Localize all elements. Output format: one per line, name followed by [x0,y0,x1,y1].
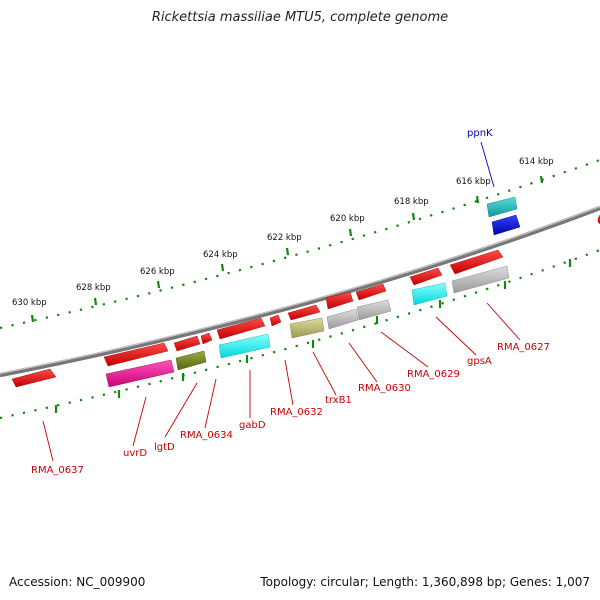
gene-box-blue [491,214,521,236]
scale-label: 622 kbp [267,233,302,243]
inner-major-ticks [54,259,572,413]
accession-text: Accession: NC_009900 [9,575,146,589]
outer-major-ticks [30,175,544,323]
gene-box-cyan [411,282,448,306]
gene-labels: ppnK RMA_0627 gpsA RMA_0629 RMA_0630 trx… [31,128,550,476]
tick-mark [156,280,161,289]
scale-label: 616 kbp [456,177,491,187]
gene-box-teal [486,196,518,218]
gene-box-gray [356,299,392,321]
leader-line [42,420,54,462]
leader-line [435,316,477,356]
scale-label: 624 kbp [203,250,238,260]
gene-box-olive [289,317,325,339]
gene-arrow [355,283,387,301]
leader-line [132,396,147,447]
gene-arrow [11,368,57,388]
gene-box-cyan [218,333,271,359]
outer-scale-track [0,158,600,330]
gene-arrow [269,314,282,327]
map-title: Rickettsia massiliae MTU5, complete geno… [151,10,449,25]
gene-label: ppnK [467,128,493,139]
gene-box-magenta [105,359,175,388]
gene-label: trxB1 [325,395,352,406]
gene-arrow [200,332,213,345]
gene-box-green [175,350,207,371]
gene-box-gray [326,308,359,330]
gene-arrow [409,267,443,286]
gene-arrow [216,317,266,340]
scale-labels: 614 kbp 616 kbp 618 kbp 620 kbp 622 kbp … [12,157,554,308]
tick-mark [348,228,353,237]
tick-mark [539,175,544,184]
tick-mark [93,297,98,306]
scale-label: 628 kbp [76,283,111,293]
tick-mark [411,212,416,221]
leader-line [204,378,217,429]
scale-label: 626 kbp [140,267,175,277]
gene-label: uvrD [123,448,147,459]
scale-label: 620 kbp [330,214,365,224]
tick-mark [30,314,35,323]
gene-label: RMA_0629 [407,369,460,380]
leader-line [348,342,378,383]
leader-line [380,331,429,368]
leader-line [480,141,495,188]
gene-label: RMA_0632 [270,407,323,418]
gene-label: RMA_0630 [358,383,411,394]
leader-line [312,351,337,396]
rna-features [105,196,521,388]
gene-label: RMA_0637 [31,465,84,476]
scale-label: 618 kbp [394,197,429,207]
gene-label: gpsA [467,356,492,367]
tick-mark [220,263,225,272]
gene-label: RMA_0627 [497,342,550,353]
gene-arrow [449,249,504,275]
cds-features [11,214,600,388]
gene-box-gray [451,265,510,294]
inner-scale-track [0,248,600,420]
leader-line [486,302,521,341]
leader-line [284,359,294,406]
tick-mark [475,195,480,204]
genome-backbone [0,205,600,378]
gene-arrow [173,335,201,352]
scale-label: 614 kbp [519,157,554,167]
gene-arrow [287,304,321,321]
gene-arrow [103,342,169,367]
gene-arrow [325,291,354,310]
topology-text: Topology: circular; Length: 1,360,898 bp… [260,575,590,589]
gene-label: gabD [239,420,266,431]
genome-backbone-highlight [0,205,600,375]
gene-label: lgtD [154,442,175,453]
scale-label: 630 kbp [12,298,47,308]
gene-label: RMA_0634 [180,430,233,441]
tick-mark [285,247,290,256]
leader-line [164,382,198,438]
label-leader-lines [42,141,521,462]
